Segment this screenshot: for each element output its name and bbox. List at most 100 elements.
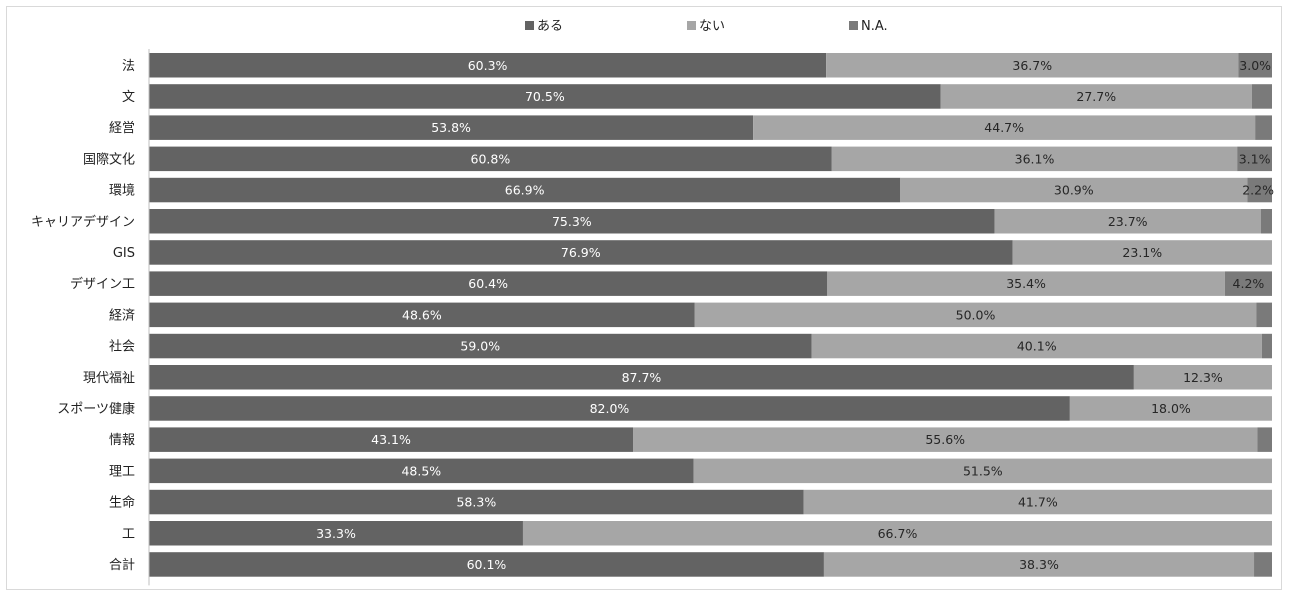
category-label: デザイン工 (70, 276, 135, 292)
data-label: 43.1% (371, 432, 411, 447)
bar-segment-ある (149, 365, 1134, 390)
legend-label-2: N.A. (861, 19, 888, 34)
bar-segment-ない (827, 271, 1225, 296)
bar-segment-ある (149, 427, 634, 452)
data-label: 66.7% (878, 526, 918, 541)
bar-segment-ない (803, 489, 1272, 515)
data-label: 66.9% (505, 183, 545, 198)
bar-segment-N.A. (1261, 333, 1272, 359)
bar-segment-ある (149, 458, 694, 484)
data-label: 30.9% (1054, 183, 1094, 198)
data-label: 3.0% (1239, 58, 1271, 73)
bar-segment-ない (1069, 396, 1272, 421)
bar-segment-ある (149, 53, 827, 78)
category-label: 経済 (109, 307, 135, 323)
category-label: 法 (122, 59, 135, 74)
data-label: 55.6% (925, 432, 965, 447)
category-label: 現代福祉 (83, 371, 135, 386)
data-label: 82.0% (590, 401, 630, 416)
data-label: 36.1% (1015, 151, 1055, 166)
data-label: 4.2% (1233, 276, 1265, 291)
data-label: 12.3% (1183, 370, 1223, 385)
legend-label-0: ある (537, 19, 563, 34)
bar-segment-ある (149, 177, 901, 203)
data-label: 60.8% (471, 151, 511, 166)
bar-segment-ない (694, 302, 1257, 328)
bar-segment-ない (811, 333, 1262, 359)
bar-segment-N.A. (1247, 177, 1272, 203)
data-label: 53.8% (431, 120, 471, 135)
data-label: 51.5% (963, 463, 1003, 478)
bar-segment-N.A. (1251, 84, 1272, 109)
bar-segment-N.A. (1254, 552, 1272, 577)
data-label: 40.1% (1017, 339, 1057, 354)
category-label: 文 (122, 90, 135, 105)
bar-segment-ある (149, 552, 824, 577)
data-labels: 60.3% 36.7% 3.0% 70.5% 27.7% 53.8% 44.7% 60.8% 3… (316, 58, 1274, 572)
category-label: キャリアデザイン (31, 214, 135, 230)
category-label: 生命 (109, 495, 135, 511)
bar-segment-ある (149, 333, 812, 359)
bar-segment-ない (831, 146, 1238, 172)
data-label: 59.0% (460, 339, 500, 354)
data-label: 23.1% (1122, 245, 1162, 260)
data-label: 76.9% (561, 245, 601, 260)
category-label: 理工 (109, 464, 135, 479)
bar-segment-ある (149, 84, 941, 109)
legend-swatch-0 (525, 21, 534, 30)
bar-segment-ない (693, 458, 1272, 484)
bar-segment-N.A. (1257, 427, 1272, 452)
category-label: 国際文化 (83, 152, 135, 167)
data-label: 27.7% (1076, 89, 1116, 104)
legend-swatch-2 (849, 21, 858, 30)
bar-segment-ある (149, 396, 1070, 421)
data-label: 60.1% (467, 557, 507, 572)
data-label: 3.1% (1239, 151, 1271, 166)
data-label: 23.7% (1108, 214, 1148, 229)
bar-segment-ある (149, 271, 828, 296)
bar-segment-ない (1012, 240, 1272, 265)
data-label: 18.0% (1151, 401, 1191, 416)
category-label: 経営 (109, 121, 135, 136)
bars (149, 53, 1272, 577)
data-label: 50.0% (956, 307, 996, 322)
bar-segment-ない (753, 115, 1256, 140)
legend-swatch-1 (687, 21, 696, 30)
bar-segment-ある (149, 521, 523, 546)
data-label: 35.4% (1006, 276, 1046, 291)
data-label: 58.3% (456, 495, 496, 510)
category-label: 環境 (109, 184, 135, 199)
data-label: 48.6% (402, 307, 442, 322)
category-label: スポーツ健康 (57, 401, 135, 417)
bar-segment-ない (900, 177, 1248, 203)
data-label: 70.5% (525, 89, 565, 104)
category-label: 合計 (109, 557, 135, 573)
legend-label-1: ない (699, 19, 725, 34)
bar-segment-ある (149, 240, 1013, 265)
data-label: 33.3% (316, 526, 356, 541)
bar-segment-ある (149, 115, 754, 140)
bar-segment-ない (522, 521, 1272, 546)
chart-frame: ある ない N.A. 法文経営国際文化環境キャリアデザイン GIS デザイン工経済社会現… (6, 6, 1282, 590)
bar-segment-ある (149, 489, 804, 515)
category-label: 社会 (109, 339, 135, 355)
bar-segment-ない (826, 53, 1239, 78)
legend: ある ない N.A. (525, 19, 888, 34)
data-label: 2.2% (1242, 183, 1274, 198)
data-label: 41.7% (1018, 495, 1058, 510)
bar-segment-N.A. (1238, 53, 1272, 78)
data-label: 48.5% (401, 463, 441, 478)
category-label: 工 (122, 527, 135, 542)
category-label: GIS (113, 246, 135, 261)
data-label: 60.4% (468, 276, 508, 291)
data-label: 44.7% (984, 120, 1024, 135)
bar-segment-N.A. (1260, 209, 1272, 234)
bar-segment-N.A. (1255, 115, 1272, 140)
bar-segment-ない (823, 552, 1255, 577)
data-label: 60.3% (468, 58, 508, 73)
bar-segment-N.A. (1224, 271, 1272, 296)
data-label: 38.3% (1019, 557, 1059, 572)
data-label: 36.7% (1012, 58, 1052, 73)
